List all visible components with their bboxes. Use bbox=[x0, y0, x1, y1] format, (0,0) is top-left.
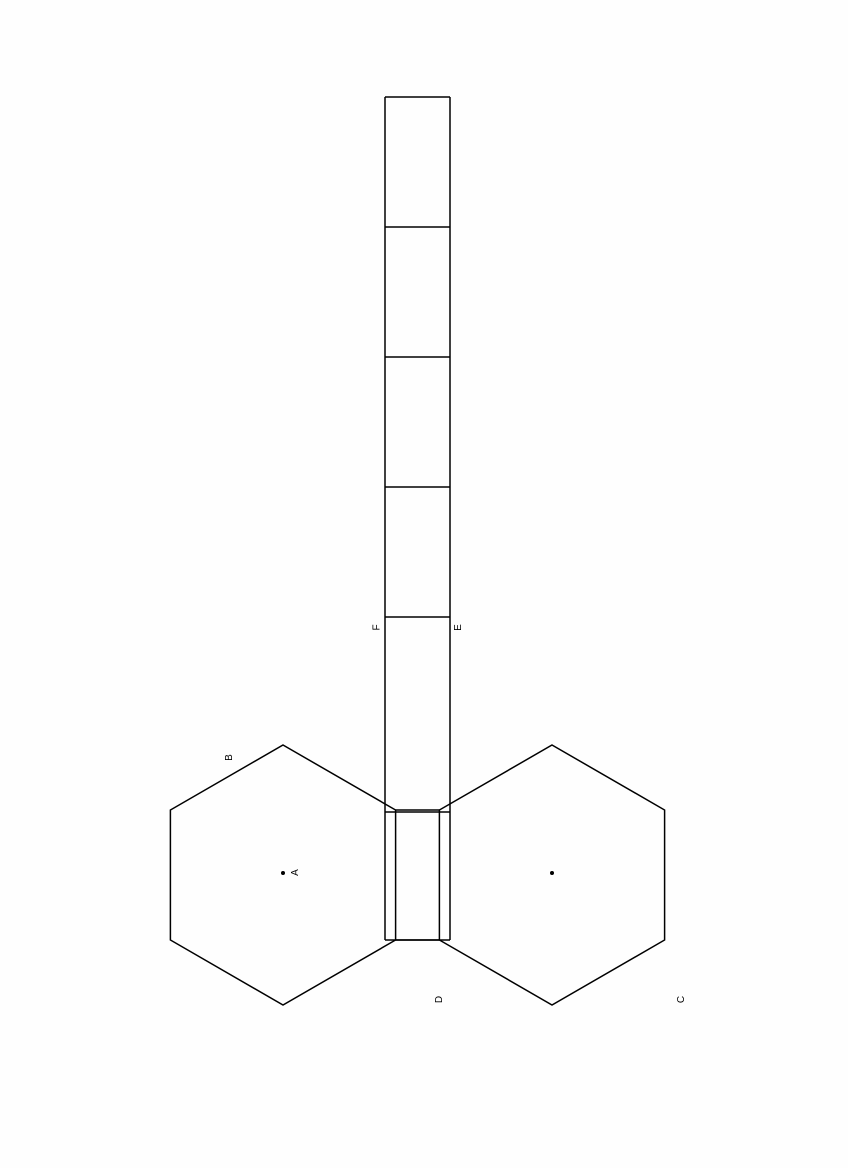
label-b: B bbox=[224, 754, 235, 761]
label-c: C bbox=[676, 996, 687, 1003]
label-e: E bbox=[453, 624, 464, 631]
label-d: D bbox=[434, 996, 445, 1003]
center-dot-top-hex bbox=[281, 871, 285, 875]
center-dot-bottom-hex bbox=[550, 871, 554, 875]
label-a: A bbox=[290, 869, 301, 876]
hexagonal-prism-net-diagram bbox=[0, 0, 848, 1168]
label-f: F bbox=[372, 624, 383, 630]
